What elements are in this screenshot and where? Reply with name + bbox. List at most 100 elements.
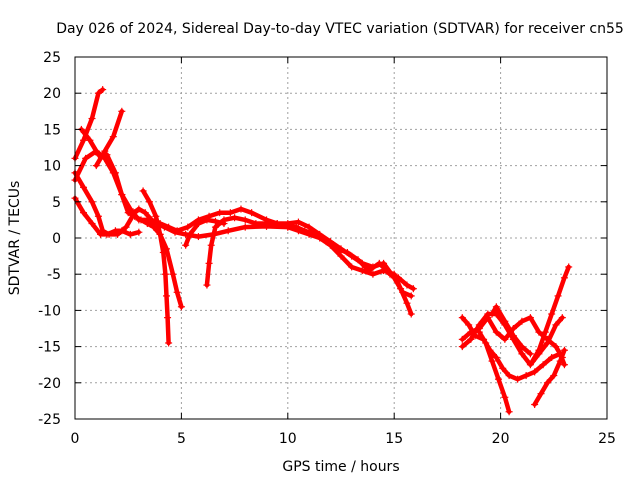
data-point [560, 361, 568, 369]
data-point [390, 274, 398, 282]
series-trace [94, 109, 125, 168]
data-point [531, 368, 539, 376]
data-point [241, 216, 249, 224]
data-point [159, 248, 167, 256]
data-point [139, 187, 147, 195]
data-point [109, 133, 117, 141]
data-point [141, 209, 149, 217]
series-layer [71, 86, 573, 416]
data-point [522, 372, 530, 380]
x-tick-label: 20 [492, 431, 510, 447]
data-point [543, 379, 551, 387]
data-point [514, 375, 522, 383]
data-point [263, 220, 271, 228]
data-point [80, 183, 88, 191]
data-point [492, 328, 500, 336]
data-point [494, 375, 502, 383]
data-point [526, 314, 534, 322]
data-point [358, 267, 366, 275]
data-point [164, 314, 172, 322]
y-tick-label: 0 [52, 231, 61, 247]
data-point [458, 314, 466, 322]
data-point [365, 267, 373, 275]
y-tick-label: 20 [43, 86, 61, 102]
data-point [137, 216, 145, 224]
series-arc-13 [475, 328, 513, 416]
data-point [216, 209, 224, 217]
y-tick-label: 10 [43, 159, 61, 175]
data-point [148, 216, 156, 224]
x-tick-label: 10 [279, 431, 297, 447]
data-point [488, 357, 496, 365]
data-point [409, 285, 417, 293]
data-point [80, 136, 88, 144]
series-arc-9 [203, 214, 415, 300]
y-tick-label: 5 [52, 195, 61, 211]
data-point [548, 310, 556, 318]
series-arc-16 [531, 346, 568, 409]
data-point [548, 353, 556, 361]
data-point [273, 220, 281, 228]
data-point [518, 317, 526, 325]
data-point [560, 346, 568, 354]
data-point [407, 310, 415, 318]
data-point [482, 339, 490, 347]
data-point [501, 393, 509, 401]
data-point [194, 233, 202, 241]
data-point [501, 317, 509, 325]
data-point [537, 390, 545, 398]
data-point [88, 198, 96, 206]
data-point [86, 136, 94, 144]
data-point [348, 263, 356, 271]
data-point [186, 230, 194, 238]
data-point [241, 223, 249, 231]
data-point [369, 263, 377, 271]
series-arc-15 [529, 263, 573, 365]
data-point [560, 274, 568, 282]
data-point [565, 263, 573, 271]
data-point [152, 212, 160, 220]
data-point [475, 328, 483, 336]
data-point [407, 292, 415, 300]
data-point [118, 107, 126, 115]
data-point [458, 343, 466, 351]
data-point [305, 223, 313, 231]
series-trace [477, 329, 512, 415]
data-point [380, 259, 388, 267]
data-point [92, 162, 100, 170]
data-point [337, 252, 345, 260]
data-point [505, 372, 513, 380]
data-point [399, 288, 407, 296]
data-point [556, 357, 564, 365]
y-tick-label: 25 [43, 50, 61, 66]
data-point [194, 220, 202, 228]
series-arc-14 [488, 303, 534, 358]
data-point [492, 353, 500, 361]
data-point [558, 314, 566, 322]
data-point [165, 223, 173, 231]
data-point [467, 328, 475, 336]
data-point [203, 281, 211, 289]
data-point [294, 218, 302, 226]
data-point [492, 303, 500, 311]
data-point [552, 321, 560, 329]
y-tick-label: -10 [38, 303, 61, 319]
y-tick-label: 15 [43, 122, 61, 138]
data-point [552, 343, 560, 351]
data-point [97, 230, 105, 238]
data-point [161, 270, 169, 278]
data-point [184, 223, 192, 231]
data-point [252, 220, 260, 228]
data-point [126, 230, 134, 238]
data-point [101, 147, 109, 155]
data-point [211, 223, 219, 231]
data-point [337, 245, 345, 253]
series-trace [72, 87, 105, 161]
data-point [145, 198, 153, 206]
data-point [348, 252, 356, 260]
y-tick-label: -25 [38, 412, 61, 428]
data-point [173, 288, 181, 296]
series-arc-1 [71, 86, 107, 162]
data-point [103, 230, 111, 238]
y-tick-label: -5 [47, 267, 61, 283]
